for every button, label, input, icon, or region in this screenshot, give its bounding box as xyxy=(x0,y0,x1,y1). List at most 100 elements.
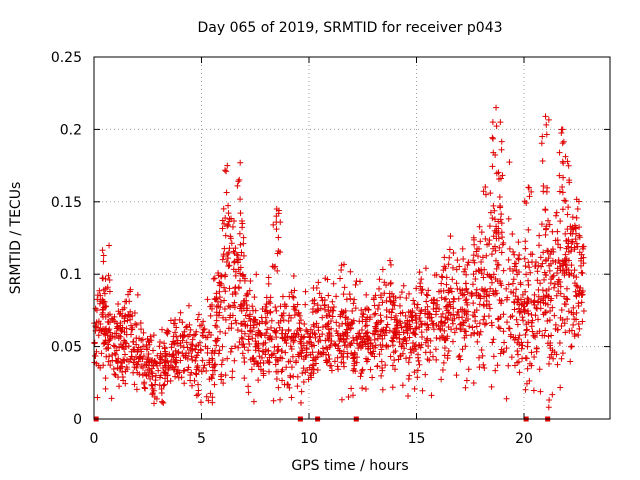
data-point xyxy=(490,233,497,240)
data-point xyxy=(483,252,490,259)
data-point xyxy=(262,320,269,327)
data-point xyxy=(356,330,363,337)
y-axis-label: SRMTID / TECUs xyxy=(8,182,24,295)
data-point xyxy=(272,304,279,311)
data-point xyxy=(400,282,407,289)
data-point xyxy=(418,276,425,283)
data-point xyxy=(545,255,552,262)
data-point xyxy=(327,318,334,325)
data-point xyxy=(560,174,567,181)
data-point xyxy=(561,197,568,204)
data-point xyxy=(319,314,326,321)
data-point xyxy=(464,261,471,268)
data-point xyxy=(492,247,499,254)
data-point xyxy=(521,255,528,262)
data-point xyxy=(214,298,221,305)
data-point xyxy=(441,345,448,352)
data-point xyxy=(336,347,343,354)
data-point xyxy=(172,373,179,380)
data-point xyxy=(321,302,328,309)
data-point xyxy=(255,347,262,354)
data-point xyxy=(177,309,184,316)
data-point xyxy=(565,308,572,315)
data-point xyxy=(431,272,438,279)
data-point xyxy=(134,291,141,298)
data-point xyxy=(190,332,197,339)
data-point xyxy=(302,288,309,295)
data-point xyxy=(540,182,547,189)
data-point xyxy=(578,251,585,258)
data-point xyxy=(348,318,355,325)
data-point xyxy=(374,306,381,313)
data-point xyxy=(211,275,218,282)
data-point xyxy=(285,358,292,365)
data-point xyxy=(363,322,370,329)
data-point xyxy=(224,251,231,258)
data-point xyxy=(374,319,381,326)
data-point xyxy=(558,306,565,313)
data-point xyxy=(157,339,164,346)
data-point xyxy=(229,374,236,381)
data-point xyxy=(317,337,324,344)
data-point xyxy=(372,342,379,349)
data-point xyxy=(218,376,225,383)
data-point xyxy=(390,335,397,342)
data-point xyxy=(346,325,353,332)
data-point xyxy=(435,288,442,295)
data-point xyxy=(519,291,526,298)
data-point xyxy=(529,328,536,335)
data-point xyxy=(562,153,569,160)
data-point xyxy=(218,361,225,368)
data-point xyxy=(525,310,532,317)
data-point xyxy=(430,326,437,333)
data-point xyxy=(340,291,347,298)
data-point xyxy=(232,285,239,292)
data-point xyxy=(247,356,254,363)
data-point xyxy=(426,311,433,318)
data-point xyxy=(493,227,500,234)
data-point xyxy=(97,298,104,305)
data-point xyxy=(231,357,238,364)
data-point xyxy=(498,249,505,256)
data-point xyxy=(563,269,570,276)
data-point xyxy=(270,397,277,404)
data-point xyxy=(481,321,488,328)
data-point xyxy=(518,345,525,352)
data-point xyxy=(573,240,580,247)
data-point xyxy=(250,322,257,329)
data-point xyxy=(398,324,405,331)
data-point xyxy=(536,232,543,239)
data-point xyxy=(378,372,385,379)
data-point xyxy=(347,295,354,302)
data-point xyxy=(127,355,134,362)
data-point xyxy=(102,285,109,292)
data-point xyxy=(102,275,109,282)
data-point xyxy=(170,320,177,327)
data-point xyxy=(288,314,295,321)
data-point xyxy=(383,307,390,314)
data-point xyxy=(340,309,347,316)
data-point xyxy=(275,346,282,353)
data-point xyxy=(98,350,105,357)
data-point xyxy=(495,230,502,237)
data-point xyxy=(219,225,226,232)
data-point xyxy=(568,244,575,251)
data-point xyxy=(438,280,445,287)
data-point xyxy=(484,271,491,278)
data-point xyxy=(108,395,115,402)
data-point xyxy=(498,300,505,307)
data-point xyxy=(399,309,406,316)
data-point xyxy=(332,341,339,348)
data-point xyxy=(130,338,137,345)
data-point xyxy=(251,319,258,326)
data-point xyxy=(447,233,454,240)
data-point xyxy=(408,313,415,320)
data-point xyxy=(497,325,504,332)
data-point xyxy=(462,280,469,287)
data-point xyxy=(99,311,106,318)
data-point xyxy=(182,324,189,331)
data-point xyxy=(207,312,214,319)
data-point xyxy=(379,342,386,349)
data-point xyxy=(434,301,441,308)
data-point xyxy=(244,291,251,298)
